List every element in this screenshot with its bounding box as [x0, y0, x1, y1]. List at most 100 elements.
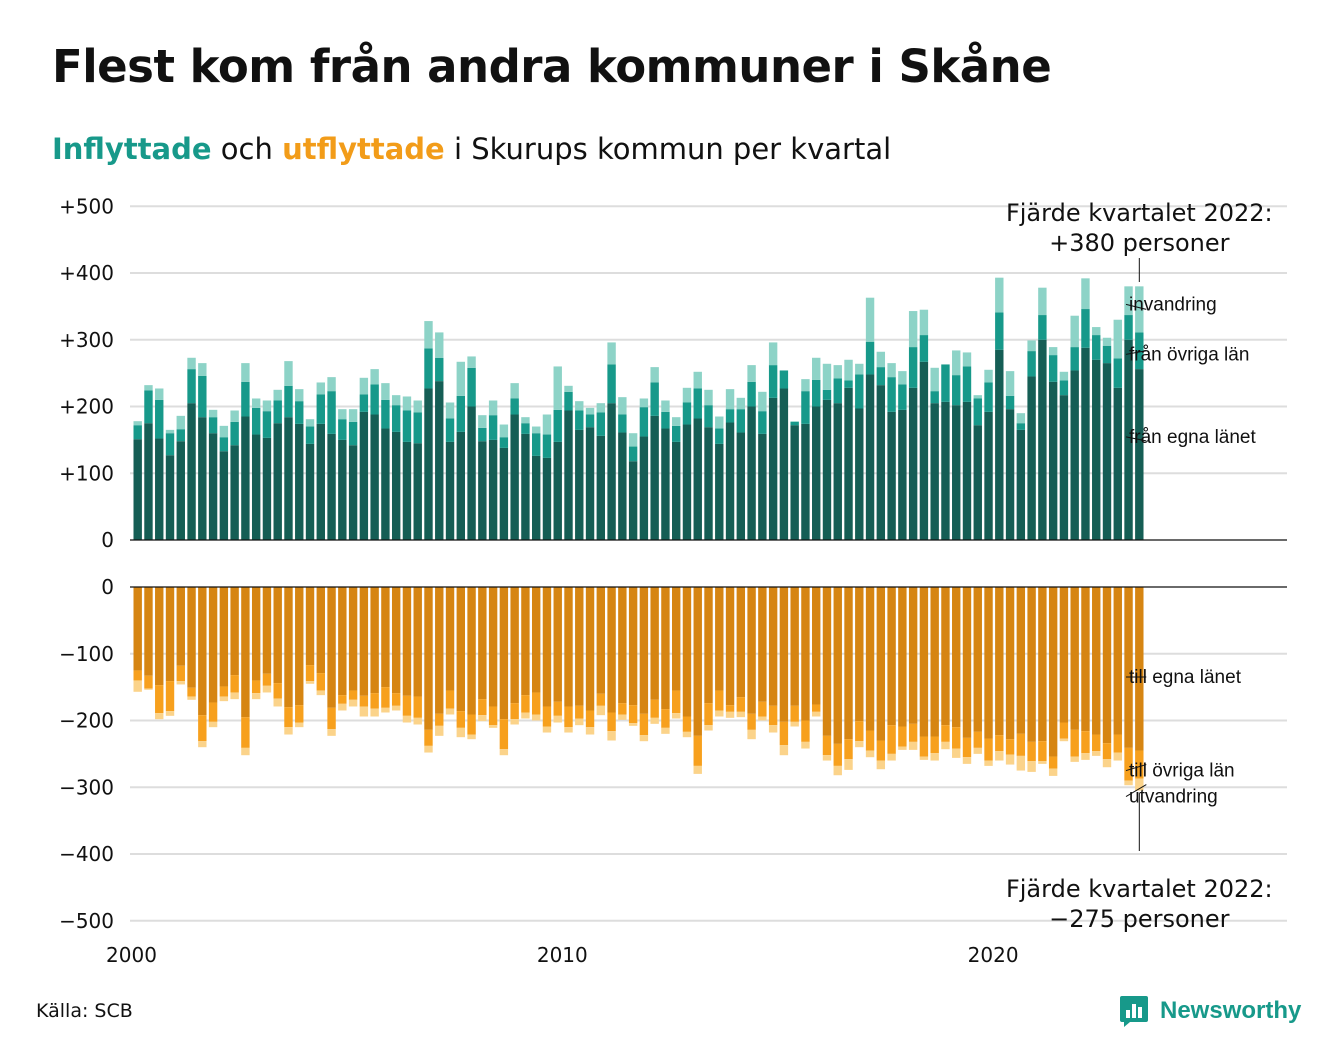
bar-out-other-counties	[510, 703, 519, 720]
bar-in-immigration	[510, 383, 519, 399]
bar-in-other-counties	[952, 375, 961, 406]
bar-in-immigration	[316, 382, 325, 395]
bar-out-own-county	[941, 587, 950, 726]
bar-in-immigration	[995, 277, 1004, 313]
bar-in-immigration	[919, 309, 929, 336]
bar-in-other-counties	[575, 410, 584, 430]
bar-in-own-county	[133, 439, 142, 540]
bar-in-immigration	[682, 387, 692, 403]
bar-out-emigration	[1102, 759, 1112, 768]
bar-in-own-county	[758, 433, 767, 540]
bar-out-emigration	[155, 713, 164, 720]
bar-out-own-county	[1059, 587, 1069, 723]
bar-out-other-counties	[725, 705, 735, 712]
bar-in-immigration	[241, 363, 250, 382]
bar-in-immigration	[1081, 278, 1090, 310]
bar-out-own-county	[618, 587, 627, 704]
bar-in-immigration	[499, 424, 509, 438]
bar-out-own-county	[284, 587, 293, 708]
bar-in-immigration	[219, 425, 229, 438]
bar-out-own-county	[628, 587, 638, 706]
bar-in-immigration	[672, 417, 681, 426]
bar-out-other-counties	[262, 673, 272, 686]
bar-in-other-counties	[424, 348, 433, 389]
bar-out-own-county	[736, 587, 746, 698]
bar-in-other-counties	[1059, 380, 1069, 396]
bar-in-own-county	[1124, 339, 1133, 540]
bar-in-other-counties	[585, 414, 595, 428]
bar-in-own-county	[273, 423, 282, 540]
bar-in-other-counties	[198, 375, 207, 418]
bar-in-own-county	[661, 428, 670, 540]
y-tick-label-in: +400	[59, 261, 114, 285]
bar-out-other-counties	[295, 705, 304, 723]
bar-out-own-county	[327, 587, 336, 708]
bar-out-emigration	[553, 715, 562, 723]
bar-in-own-county	[768, 397, 778, 540]
source-note: Källa: SCB	[36, 1000, 133, 1022]
bar-out-other-counties	[618, 703, 627, 715]
bar-out-own-county	[1005, 587, 1015, 740]
bar-out-own-county	[887, 587, 896, 726]
bar-out-own-county	[575, 587, 584, 706]
bar-out-other-counties	[596, 693, 606, 706]
bar-in-immigration	[327, 377, 336, 392]
bar-out-other-counties	[155, 685, 164, 714]
bar-out-emigration	[391, 705, 401, 711]
label-leader-out	[1125, 784, 1147, 798]
bar-out-own-county	[725, 587, 735, 706]
bar-in-own-county	[488, 439, 498, 540]
brand-logo[interactable]: Newsworthy	[1118, 994, 1301, 1028]
bar-out-emigration	[930, 753, 939, 761]
bar-out-other-counties	[176, 665, 185, 682]
bar-in-immigration	[758, 391, 767, 412]
bar-out-own-county	[1081, 587, 1090, 732]
bar-out-other-counties	[715, 690, 724, 711]
series-label-out: till övriga län	[1129, 761, 1235, 782]
bar-in-own-county	[456, 431, 465, 540]
series-labels: invandring från övriga län från egna länet…	[1125, 294, 1256, 808]
bar-out-emigration	[995, 751, 1004, 761]
bar-in-immigration	[284, 361, 293, 386]
bar-in-immigration	[898, 371, 907, 385]
bar-out-own-county	[155, 587, 164, 686]
bar-out-emigration	[908, 741, 918, 750]
axes: +500 +400 +300 +200 +100 0 0 −100 −200 −300 −400 −5…	[59, 194, 1287, 967]
series-label-in: från övriga län	[1129, 344, 1249, 365]
bar-out-other-counties	[575, 705, 584, 719]
bar-out-emigration	[230, 692, 239, 700]
bar-out-own-county	[790, 587, 799, 706]
bar-in-other-counties	[144, 390, 153, 424]
x-tick-label: 2020	[968, 943, 1019, 967]
bar-out-own-county	[833, 587, 842, 744]
bar-out-emigration	[1081, 753, 1090, 760]
bar-in-other-counties	[521, 423, 530, 434]
bar-out-own-county	[456, 587, 465, 712]
bar-out-own-county	[521, 587, 530, 696]
bar-in-own-county	[370, 414, 379, 540]
bar-out-other-counties	[370, 693, 379, 709]
bar-in-other-counties	[908, 347, 918, 388]
bar-out-other-counties	[952, 727, 961, 749]
bar-in-other-counties	[1124, 315, 1133, 340]
bar-in-immigration	[198, 363, 207, 376]
bar-in-own-county	[575, 429, 584, 540]
y-tick-label-out: −400	[59, 842, 114, 866]
bar-out-emigration	[402, 715, 412, 723]
bar-out-other-counties	[736, 697, 746, 712]
newsworthy-logo-icon	[1120, 996, 1148, 1027]
bar-in-immigration	[542, 414, 552, 435]
bar-in-immigration	[564, 385, 573, 392]
y-tick-label-in: +200	[59, 395, 114, 419]
bar-in-immigration	[650, 367, 659, 383]
bar-out-emigration	[144, 688, 153, 690]
bar-out-emigration	[639, 735, 649, 742]
bar-out-own-county	[176, 587, 185, 666]
bar-in-own-county	[1081, 347, 1090, 540]
bar-in-immigration	[822, 363, 832, 390]
bar-in-own-county	[855, 408, 864, 540]
bar-out-other-counties	[251, 680, 261, 694]
bar-out-emigration	[822, 755, 832, 761]
bar-in-immigration	[704, 389, 713, 406]
bar-out-emigration	[833, 765, 842, 776]
